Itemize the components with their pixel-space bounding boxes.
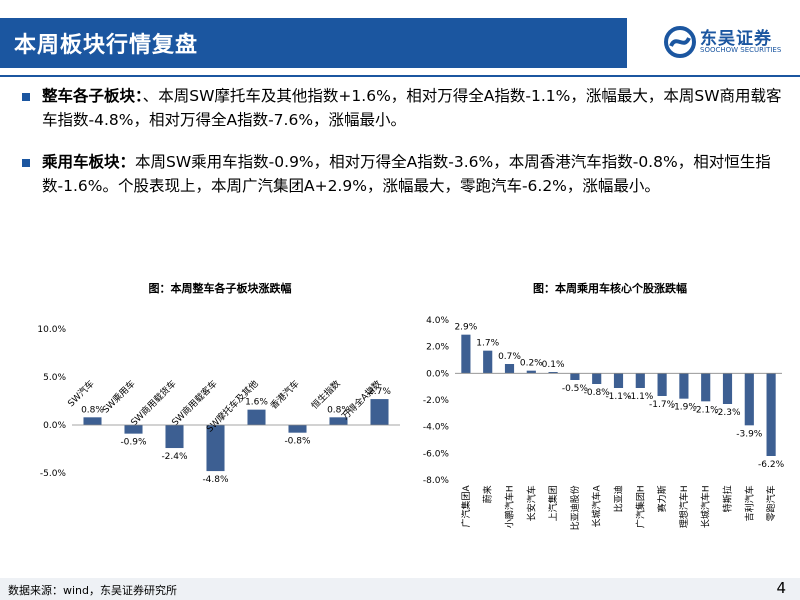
chart2-data-label: -0.8%: [584, 388, 611, 398]
chart1-ytick-label: 10.0%: [37, 325, 66, 335]
chart2-category-label: 小鹏汽车H: [504, 485, 516, 528]
bullet-label: 整车各子板块：: [42, 87, 143, 105]
chart2-data-label: 0.1%: [542, 360, 565, 370]
title-bar: 本周板块行情复盘: [0, 18, 627, 68]
bullet-square-icon: [22, 159, 30, 167]
data-source: 数据来源：wind，东吴证券研究所: [8, 584, 178, 597]
chart2-data-label: 1.7%: [476, 339, 499, 349]
logo-mark-icon: [664, 26, 696, 58]
chart1-data-label: 1.6%: [245, 398, 268, 408]
chart2-data-label: -3.9%: [736, 429, 763, 439]
chart2-ytick-label: -2.0%: [423, 396, 450, 406]
chart2-category-label: 蔚来: [482, 485, 494, 503]
chart2-ytick-label: 2.0%: [426, 343, 449, 353]
footer: 数据来源：wind，东吴证券研究所 4: [0, 578, 800, 600]
chart2-category-label: 赛力斯: [656, 485, 668, 512]
bullet-passenger-car: 乘用车板块：本周SW乘用车指数-0.9%，相对万得全A指数-3.6%，本周香港汽…: [22, 151, 790, 198]
chart2-data-label: -2.1%: [693, 405, 720, 415]
chart2-ytick-label: -8.0%: [423, 476, 450, 486]
chart2-ytick-label: -4.0%: [423, 423, 450, 433]
page-number: 4: [776, 579, 786, 597]
chart2-category-label: 广汽集团H: [634, 485, 646, 528]
logo: 东吴证券 SOOCHOW SECURITIES: [664, 22, 794, 62]
chart2-data-label: -0.5%: [562, 384, 589, 394]
chart2-category-label: 长城汽车H: [700, 485, 712, 528]
chart1-bar: [247, 409, 266, 425]
chart2-bar: [613, 373, 624, 388]
chart2-category-label: 吉利汽车: [743, 485, 755, 521]
chart2-bar: [570, 373, 580, 380]
chart1-category-label: SW乘用车: [100, 378, 138, 416]
chart2-bar: [461, 334, 471, 374]
chart1-ytick-label: -5.0%: [40, 469, 67, 479]
chart2-category-label: 理想汽车H: [678, 485, 690, 528]
chart2-data-label: -6.2%: [758, 460, 785, 470]
chart1-data-label: -0.8%: [284, 437, 311, 447]
chart2-category-label: 比亚迪股份: [569, 485, 581, 530]
chart1-data-label: 0.8%: [81, 405, 104, 415]
chart2-data-label: 2.9%: [454, 323, 477, 333]
chart1-ytick-label: 5.0%: [43, 373, 66, 383]
chart1-category-label: 香港汽车: [268, 378, 302, 412]
chart2-category-label: 长城汽车A: [591, 485, 603, 528]
chart2-data-label: -1.1%: [605, 392, 632, 402]
logo-english-name: SOOCHOW SECURITIES: [700, 46, 782, 54]
chart2-category-label: 长安汽车: [525, 485, 537, 521]
chart2-bar: [766, 373, 776, 456]
chart2-bar: [635, 373, 645, 388]
page-title: 本周板块行情复盘: [14, 33, 199, 58]
chart2-data-label: 0.7%: [498, 352, 521, 362]
chart1-ytick-label: 0.0%: [43, 421, 66, 431]
chart1-bar: [370, 399, 389, 425]
chart1-data-label: 0.8%: [327, 405, 350, 415]
chart2-category-label: 比亚迪: [613, 485, 625, 512]
chart2-bar: [548, 372, 558, 374]
chart2-bar: [657, 373, 667, 396]
chart2-bar: [679, 373, 689, 399]
charts-canvas: 10.0%5.0%0.0%-5.0%0.8%SW汽车-0.9%SW乘用车-2.4…: [37, 316, 785, 530]
chart2-bar: [592, 373, 602, 384]
chart1-data-label: -0.9%: [120, 438, 147, 448]
chart2-category-label: 零跑汽车: [765, 485, 777, 521]
bullet-text: 本周SW乘用车指数-0.9%，相对万得全A指数-3.6%，本周香港汽车指数-0.…: [42, 153, 771, 195]
chart2-bar: [722, 373, 733, 404]
chart1-bar: [206, 425, 225, 472]
chart2-bar: [526, 370, 536, 374]
chart2-bar: [744, 373, 754, 426]
bullet-text: 、本周SW摩托车及其他指数+1.6%，相对万得全A指数-1.1%，涨幅最大，本周…: [42, 87, 782, 129]
chart2-data-label: -1.7%: [649, 400, 676, 410]
chart1-bar: [329, 417, 348, 425]
bullet-square-icon: [22, 93, 30, 101]
chart1-data-label: -2.4%: [161, 452, 188, 462]
bullet-label: 乘用车板块：: [42, 153, 136, 171]
chart2-data-label: -2.3%: [714, 408, 741, 418]
chart2-data-label: -1.1%: [627, 392, 654, 402]
chart2-bar: [701, 373, 711, 402]
chart1-bar: [165, 425, 184, 449]
chart2-category-label: 特斯拉: [722, 485, 734, 512]
chart2-ytick-label: -6.0%: [423, 449, 450, 459]
header-rule: [0, 75, 800, 77]
chart2-data-label: -1.9%: [671, 403, 698, 413]
logo-name: 东吴证券: [700, 29, 772, 49]
chart1-title: 图：本周整车各子板块涨跌幅: [148, 282, 292, 295]
chart1-data-label: -4.8%: [202, 475, 229, 485]
chart2-ytick-label: 4.0%: [426, 316, 449, 326]
chart1-bar: [124, 425, 143, 434]
chart2-bar: [504, 364, 515, 374]
bullet-vehicle-subsectors: 整车各子板块：、本周SW摩托车及其他指数+1.6%，相对万得全A指数-1.1%，…: [22, 85, 790, 132]
chart2-category-label: 广汽集团A: [460, 485, 472, 528]
chart2-data-label: 0.2%: [520, 359, 543, 369]
chart2-ytick-label: 0.0%: [426, 369, 449, 379]
chart1-bar: [83, 417, 102, 425]
chart1-data-label: 2.7%: [368, 387, 391, 397]
chart2-title: 图：本周乘用车核心个股涨跌幅: [533, 282, 687, 295]
chart2-bar: [483, 350, 493, 374]
chart1-bar: [288, 425, 307, 433]
chart2-category-label: 上汽集团: [547, 485, 559, 521]
